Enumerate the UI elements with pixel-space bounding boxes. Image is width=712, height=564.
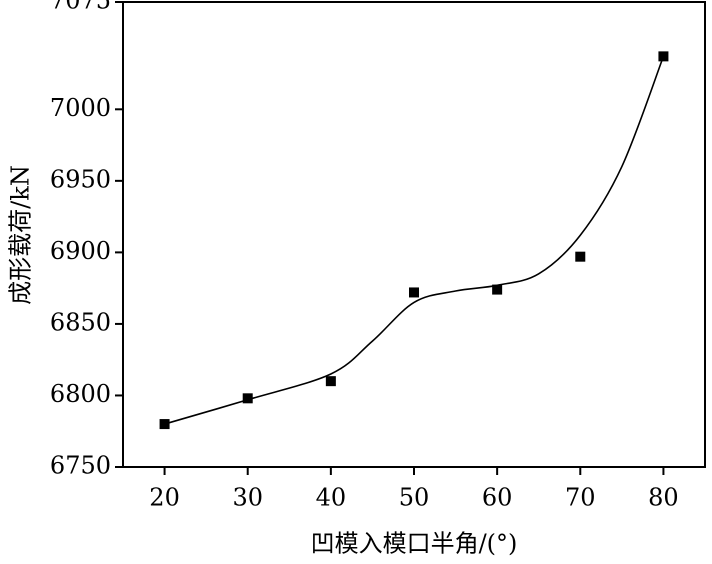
x-tick-label: 30 <box>232 484 263 512</box>
plot-frame <box>122 1 706 468</box>
y-axis-label: 成形载荷/kN <box>7 165 35 305</box>
point <box>409 287 419 298</box>
point <box>658 51 669 62</box>
fit-curve <box>164 56 665 425</box>
x-tick-label: 20 <box>149 484 180 512</box>
y-tick-label: 6800 <box>50 380 111 408</box>
y-tick-label: 7075 <box>50 0 111 15</box>
x-tick-label: 80 <box>648 484 679 512</box>
x-tick-label: 50 <box>399 484 430 512</box>
point <box>492 284 503 295</box>
point <box>575 251 586 262</box>
x-axis-label: 凹模入模口半角/(°) <box>311 530 518 558</box>
point <box>159 419 170 430</box>
y-tick-label: 6950 <box>50 165 111 193</box>
x-tick-label: 60 <box>482 484 513 512</box>
y-tick-label: 6900 <box>50 237 111 265</box>
x-tick-label: 40 <box>316 484 347 512</box>
y-tick-label: 6750 <box>50 452 111 480</box>
y-tick-label: 7000 <box>50 94 111 122</box>
y-tick-label: 6850 <box>50 308 111 336</box>
point <box>242 393 253 404</box>
x-tick-label: 70 <box>565 484 596 512</box>
point <box>325 376 336 387</box>
